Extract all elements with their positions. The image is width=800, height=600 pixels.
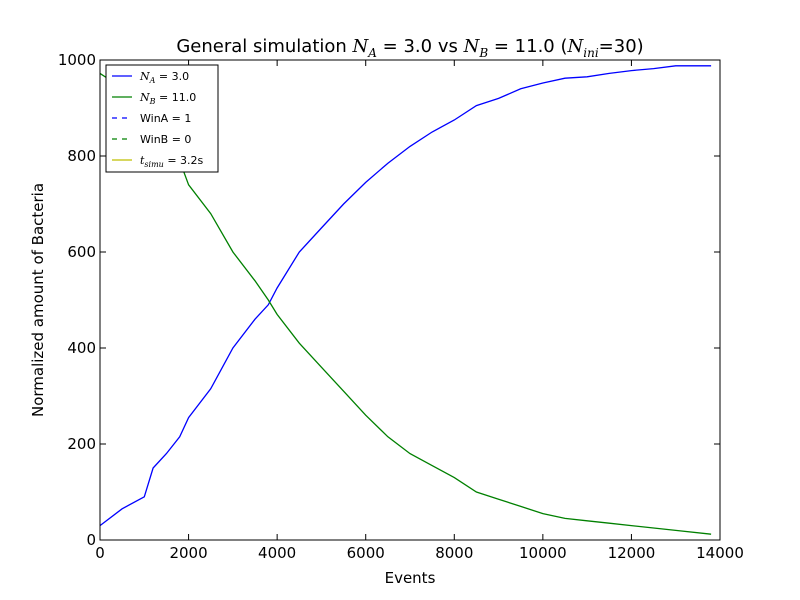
series-line-b <box>99 72 712 535</box>
x-axis-label: Events <box>385 569 436 587</box>
y-tick-label: 400 <box>67 339 96 357</box>
y-axis-label: Normalized amount of Bacteria <box>29 183 47 417</box>
plot-frame <box>99 59 721 541</box>
y-tick-label: 200 <box>67 435 96 453</box>
x-tick-label: 2000 <box>169 544 207 562</box>
y-tick-label: 1000 <box>58 51 96 69</box>
x-tick-label: 10000 <box>519 544 567 562</box>
x-tick-label: 14000 <box>696 544 744 562</box>
legend-label: WinA = 1 <box>140 112 191 125</box>
legend-label: NB = 11.0 <box>139 91 196 106</box>
x-tick-label: 4000 <box>258 544 296 562</box>
legend-label: NA = 3.0 <box>139 70 189 85</box>
y-tick-label: 0 <box>86 531 96 549</box>
legend: NA = 3.0 NB = 11.0 WinA = 1 WinB = 0 tsimu =… <box>105 64 219 173</box>
series-line-a <box>99 65 712 527</box>
axis-ticks: 0 2000 4000 6000 8000 10000 12000 14000 0 200 400 6… <box>58 51 744 562</box>
plot-series <box>99 65 712 535</box>
chart-title: General simulation NA = 3.0 vs NB = 11.0… <box>176 36 643 60</box>
x-tick-label: 6000 <box>347 544 385 562</box>
y-tick-label: 600 <box>67 243 96 261</box>
x-tick-label: 8000 <box>435 544 473 562</box>
legend-label: WinB = 0 <box>140 133 191 146</box>
y-tick-label: 800 <box>67 147 96 165</box>
x-tick-label: 12000 <box>608 544 656 562</box>
legend-label: tsimu = 3.2s <box>140 154 204 169</box>
x-tick-label: 0 <box>95 544 105 562</box>
